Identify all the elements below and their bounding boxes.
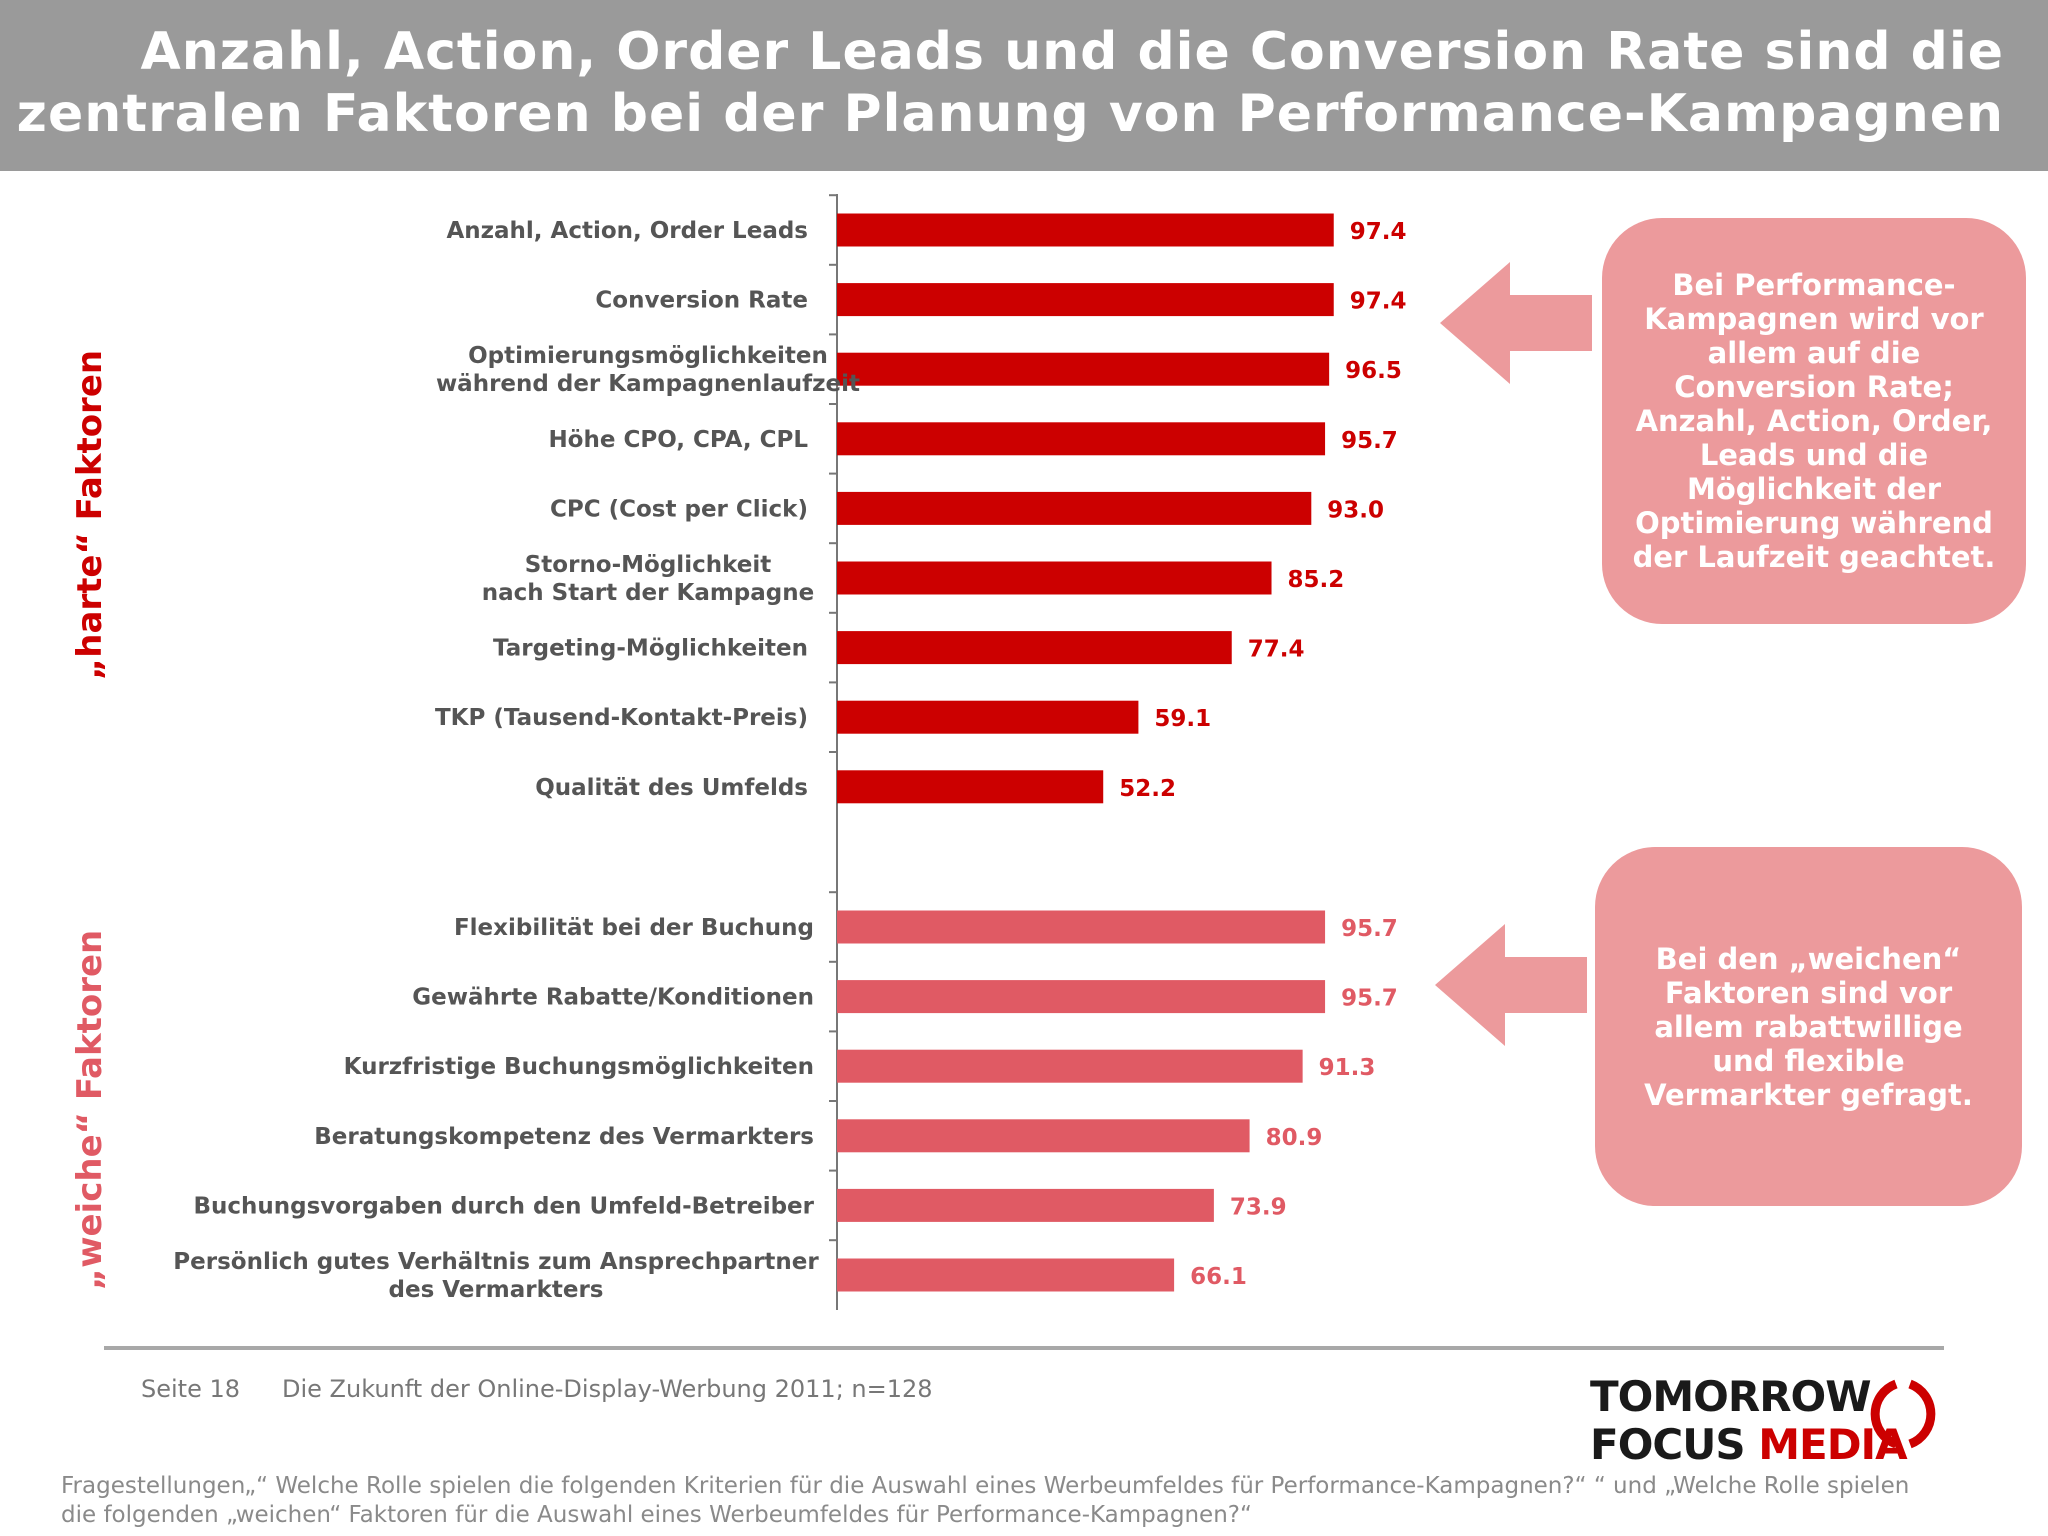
title-line-1: Anzahl, Action, Order Leads und die Conv… — [140, 22, 2004, 82]
category-label: Flexibilität bei der Buchung — [454, 915, 814, 941]
logo-focus: FOCUS — [1590, 1420, 1759, 1469]
value-label: 95.7 — [1341, 428, 1398, 454]
category-label: Persönlich gutes Verhältnis zum Ansprech… — [173, 1249, 819, 1303]
value-label: 95.7 — [1341, 916, 1398, 942]
source-note: Die Zukunft der Online-Display-Werbung 2… — [282, 1375, 933, 1403]
bar — [837, 770, 1104, 804]
bar — [837, 910, 1326, 944]
value-label: 97.4 — [1350, 219, 1407, 245]
bar — [837, 561, 1272, 595]
category-label: Storno-Möglichkeit nach Start der Kampagn… — [482, 552, 814, 606]
title-bar: Anzahl, Action, Order Leads und die Conv… — [0, 0, 2048, 171]
bar — [837, 352, 1330, 386]
bar — [837, 1188, 1214, 1222]
page-number: Seite 18 — [141, 1375, 241, 1403]
category-label: Höhe CPO, CPA, CPL — [548, 427, 808, 453]
bar — [837, 283, 1334, 317]
title-line-2: zentralen Faktoren bei der Planung von P… — [16, 84, 2004, 144]
arrow-icon-hard — [1440, 262, 1592, 384]
category-label: Kurzfristige Buchungsmöglichkeiten — [344, 1054, 814, 1080]
category-label: Qualität des Umfelds — [535, 775, 808, 801]
value-label: 91.3 — [1319, 1055, 1376, 1081]
logo-ring-icon — [1870, 1379, 1936, 1449]
bar — [837, 1258, 1175, 1292]
callout-soft: Bei den „weichen“ Faktoren sind vor alle… — [1595, 847, 2022, 1206]
arrow-icon-soft — [1435, 924, 1587, 1046]
bar — [837, 980, 1326, 1014]
category-label: Gewährte Rabatte/Konditionen — [412, 985, 814, 1011]
category-label: Beratungskompetenz des Vermarkters — [314, 1124, 814, 1150]
value-label: 52.2 — [1119, 776, 1176, 802]
category-label: Buchungsvorgaben durch den Umfeld-Betrei… — [193, 1193, 814, 1219]
bar — [837, 213, 1334, 247]
bar — [837, 491, 1312, 525]
category-label: TKP (Tausend-Kontakt-Preis) — [435, 705, 808, 731]
value-label: 77.4 — [1248, 637, 1305, 663]
category-label: Anzahl, Action, Order Leads — [446, 218, 808, 244]
category-label: CPC (Cost per Click) — [550, 496, 808, 522]
value-label: 96.5 — [1345, 358, 1402, 384]
footer-divider — [104, 1346, 1944, 1350]
bar — [837, 1119, 1250, 1153]
logo-text-top: TOMORROW — [1590, 1372, 1872, 1421]
value-label: 95.7 — [1341, 986, 1398, 1012]
value-label: 73.9 — [1230, 1194, 1287, 1220]
bar-chart: 97.4 Anzahl, Action, Order Leads 97.4 Conve… — [173, 194, 1407, 1310]
bar — [837, 1049, 1303, 1083]
value-label: 93.0 — [1327, 497, 1384, 523]
category-label: Optimierungsmöglichkeiten während der Kam… — [436, 343, 860, 397]
bar — [837, 422, 1326, 456]
bar — [837, 700, 1139, 734]
value-label: 80.9 — [1266, 1125, 1323, 1151]
bar — [837, 631, 1232, 665]
question-footnote: Fragestellungen„“ Welche Rolle spielen d… — [61, 1473, 1910, 1528]
callout-hard: Bei Performance-Kampagnen wird vor allem… — [1602, 218, 2026, 624]
value-label: 85.2 — [1288, 567, 1345, 593]
category-label: Targeting-Möglichkeiten — [493, 636, 808, 662]
category-label: Conversion Rate — [595, 288, 808, 314]
value-label: 66.1 — [1190, 1264, 1247, 1290]
value-label: 59.1 — [1154, 706, 1211, 732]
value-label: 97.4 — [1350, 289, 1407, 315]
